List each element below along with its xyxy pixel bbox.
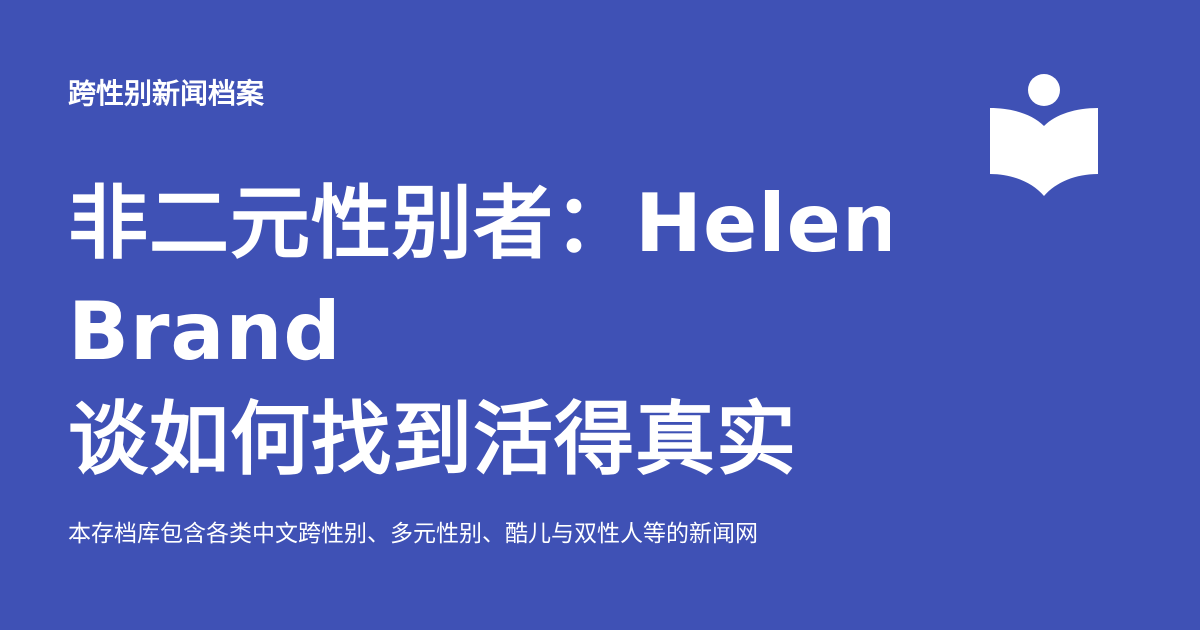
article-title: 非二元性别者：Helen Brand 谈如何找到活得真实 [68,170,890,490]
article-description: 本存档库包含各类中文跨性别、多元性别、酷儿与双性人等的新闻网 [68,521,758,547]
title-line-1: 非二元性别者：Helen [68,177,890,270]
open-book-with-person-icon [990,74,1098,196]
site-name: 跨性别新闻档案 [68,77,265,110]
title-line-3: 谈如何找到活得真实 [68,393,797,486]
title-line-2: Brand [68,285,342,378]
